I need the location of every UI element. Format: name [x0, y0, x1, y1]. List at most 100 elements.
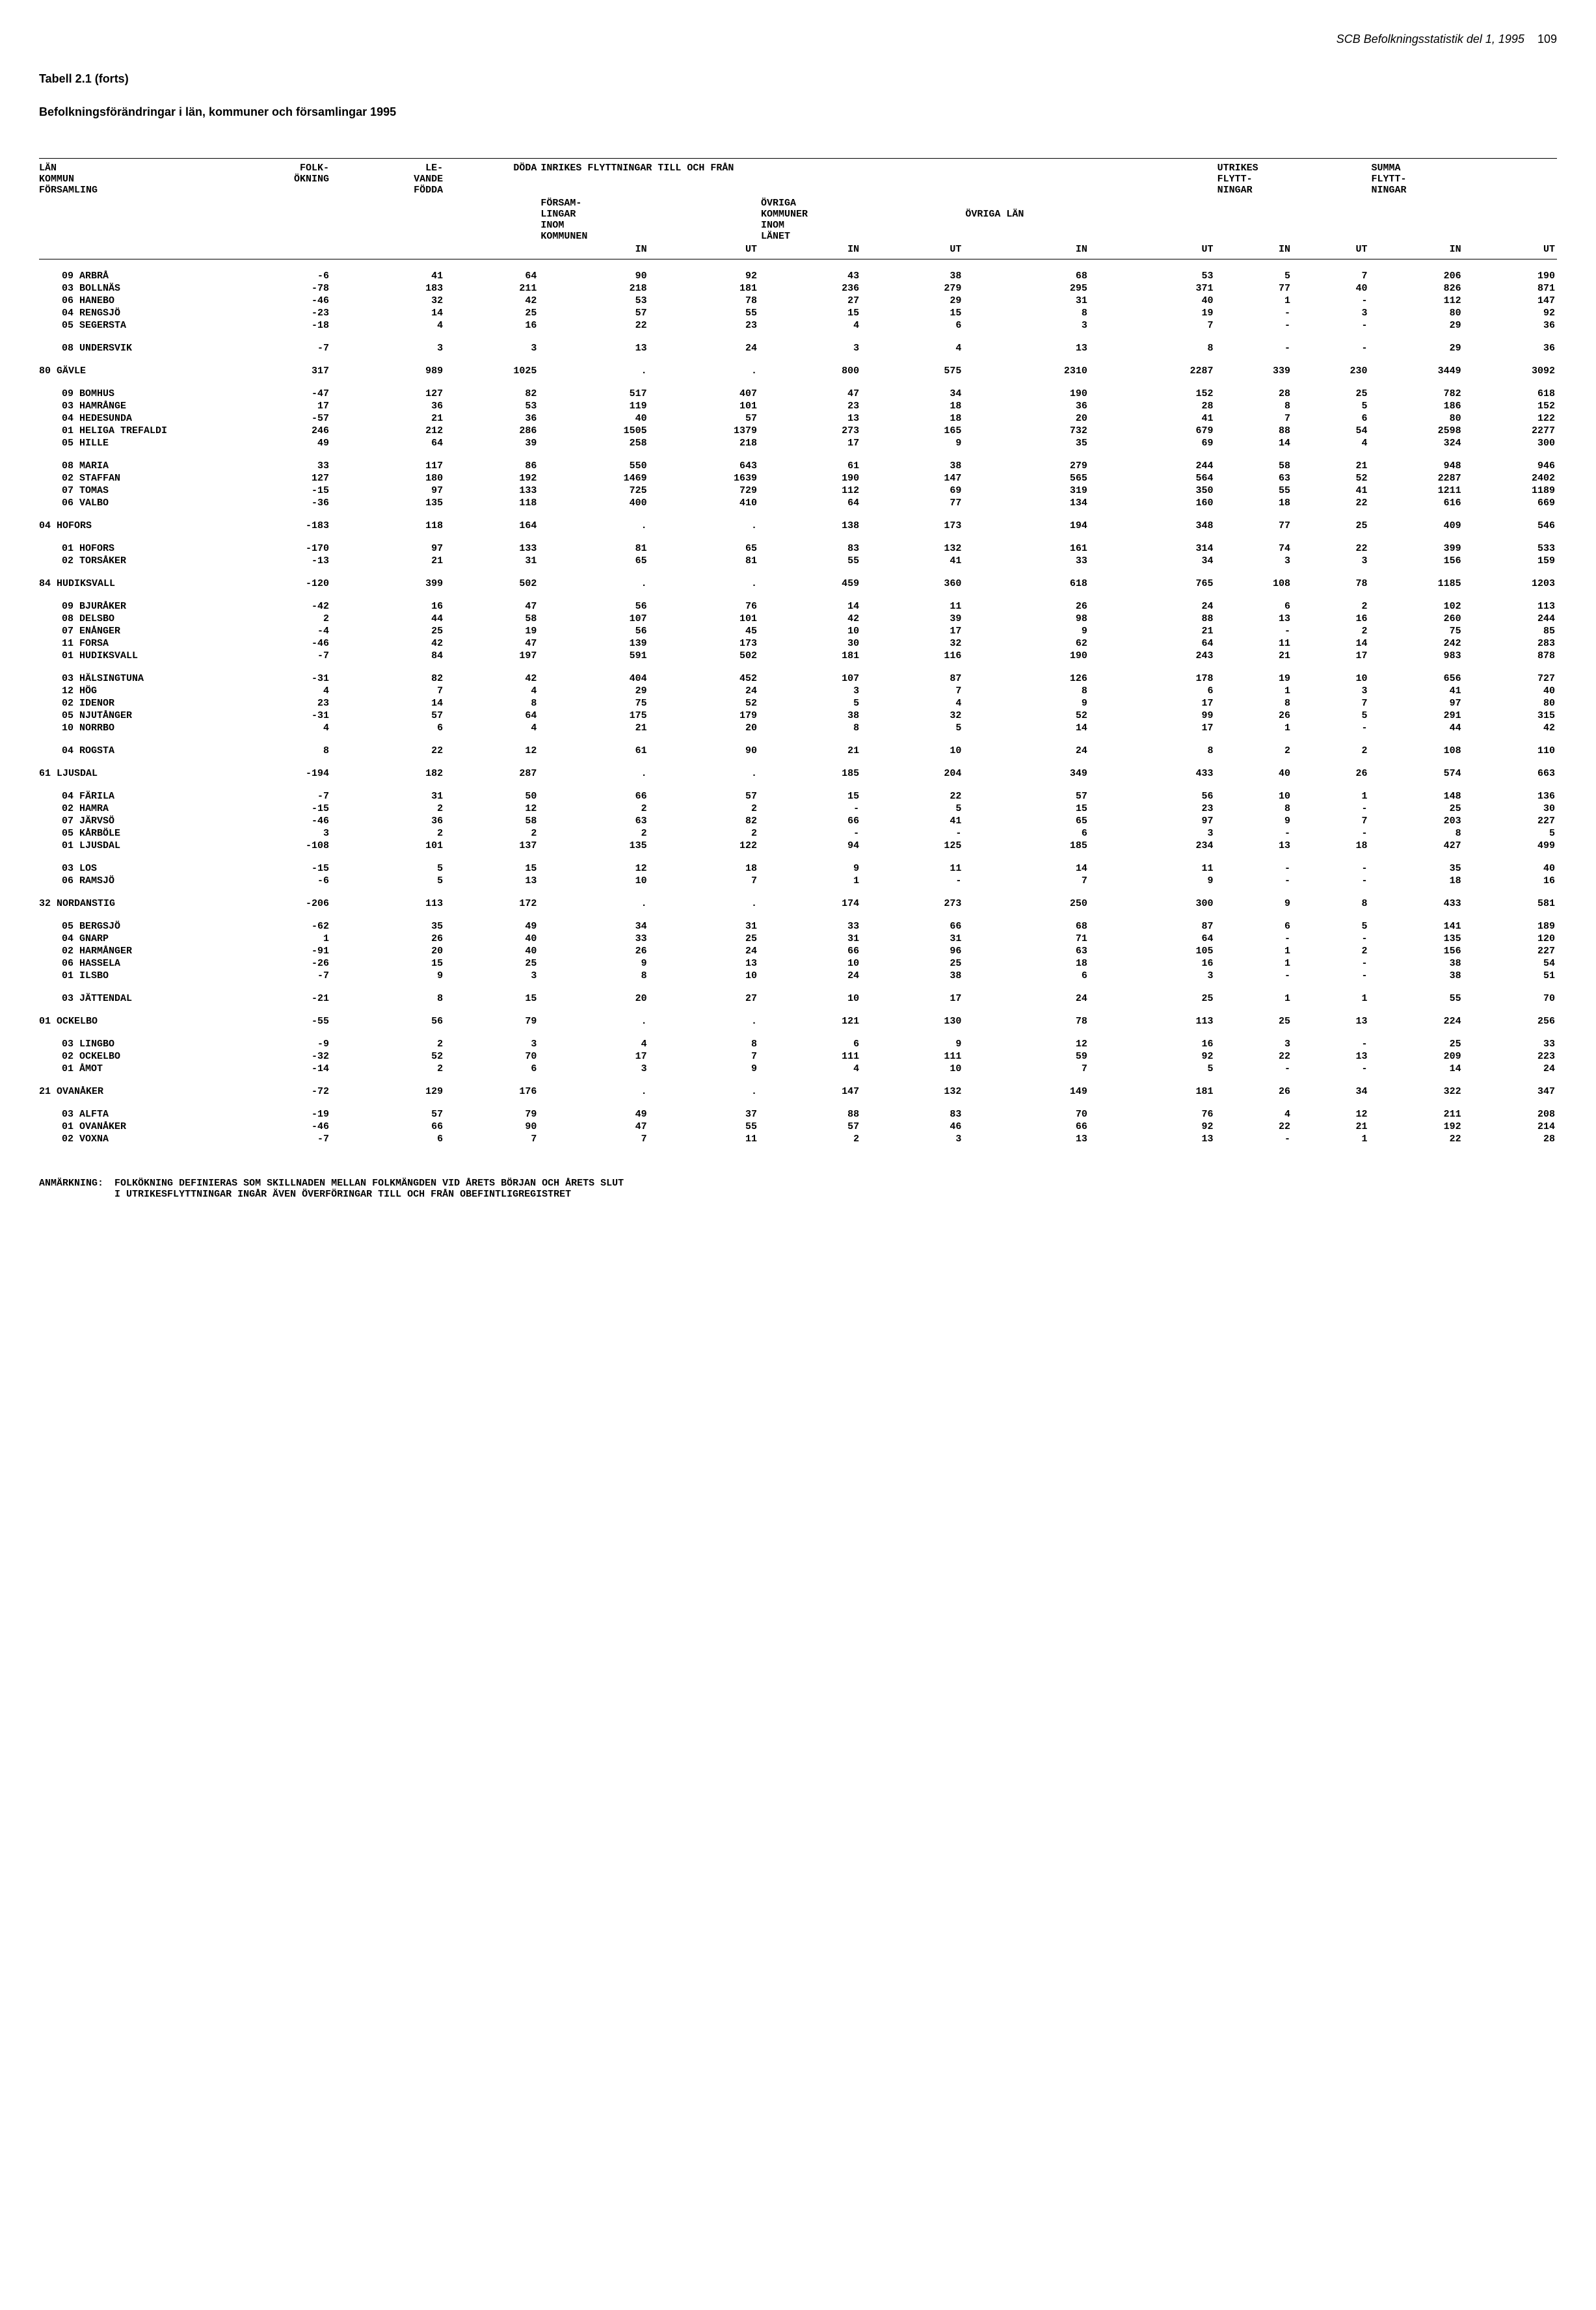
cell: 314	[1089, 542, 1216, 555]
cell: 45	[649, 625, 759, 637]
cell: 13	[649, 957, 759, 970]
cell: 66	[759, 945, 861, 957]
cell: 44	[331, 613, 445, 625]
cell: 58	[1216, 460, 1292, 472]
cell: 7	[331, 685, 445, 697]
cell: 256	[1463, 1015, 1557, 1028]
cell: 66	[963, 1121, 1089, 1133]
cell: 8	[963, 685, 1089, 697]
cell: 20	[331, 945, 445, 957]
table-row: 80 GÄVLE3179891025..80057523102287339230…	[39, 365, 1557, 377]
cell: 132	[861, 1085, 963, 1098]
cell: 134	[963, 497, 1089, 509]
cell: 2	[1292, 745, 1369, 757]
cell: 83	[759, 542, 861, 555]
row-label: 07 JÄRVSÖ	[39, 815, 197, 827]
cell: 4	[759, 319, 861, 332]
cell: 26	[963, 600, 1089, 613]
spacer-row	[39, 509, 1557, 520]
cell: 15	[759, 790, 861, 803]
cell: 192	[1369, 1121, 1463, 1133]
cell: 9	[331, 970, 445, 982]
table-row: 08 UNDERSVIK-733132434138--2936	[39, 342, 1557, 354]
cell: 29	[1369, 342, 1463, 354]
cell: 3	[445, 1038, 539, 1050]
row-label: 01 HELIGA TREFALDI	[39, 425, 197, 437]
cell: 2	[1292, 945, 1369, 957]
cell: 1	[1216, 945, 1292, 957]
cell: 10	[861, 1063, 963, 1075]
cell: 97	[331, 542, 445, 555]
cell: .	[649, 767, 759, 780]
cell: 36	[331, 815, 445, 827]
cell: .	[539, 365, 648, 377]
cell: 13	[445, 875, 539, 887]
row-label: 08 UNDERSVIK	[39, 342, 197, 354]
spacer-row	[39, 567, 1557, 578]
cell: .	[539, 897, 648, 910]
cell: 31	[963, 295, 1089, 307]
cell: 47	[445, 637, 539, 650]
table-row: 21 OVANÅKER-72129176..147132149181263432…	[39, 1085, 1557, 1098]
row-label: 08 DELSBO	[39, 613, 197, 625]
cell: 25	[1369, 803, 1463, 815]
cell: 427	[1369, 840, 1463, 852]
table-row: 01 LJUSDAL-10810113713512294125185234131…	[39, 840, 1557, 852]
cell: 38	[759, 710, 861, 722]
table-row: 04 HOFORS-183118164..1381731943487725409…	[39, 520, 1557, 532]
spacer-row	[39, 532, 1557, 542]
cell: 21	[331, 412, 445, 425]
cell: 7	[649, 1050, 759, 1063]
cell: 24	[1463, 1063, 1557, 1075]
cell: 15	[445, 992, 539, 1005]
cell: 208	[1463, 1108, 1557, 1121]
cell: 1639	[649, 472, 759, 485]
cell: 1	[1292, 790, 1369, 803]
cell: 165	[861, 425, 963, 437]
cell: 18	[1369, 875, 1463, 887]
cell: 1185	[1369, 578, 1463, 590]
cell: 55	[759, 555, 861, 567]
cell: .	[539, 520, 648, 532]
col-folkokning: FOLK- ÖKNING	[197, 159, 331, 244]
cell: 4	[539, 1038, 648, 1050]
cell: 11	[1216, 637, 1292, 650]
row-label: 04 FÄRILA	[39, 790, 197, 803]
cell: 76	[649, 600, 759, 613]
cell: 871	[1463, 282, 1557, 295]
cell: 14	[331, 697, 445, 710]
cell: .	[649, 1085, 759, 1098]
cell: 14	[963, 722, 1089, 734]
cell: 85	[1463, 625, 1557, 637]
cell: 36	[1463, 319, 1557, 332]
cell: 26	[1216, 1085, 1292, 1098]
cell: 92	[1463, 307, 1557, 319]
cell: 11	[649, 1133, 759, 1145]
cell: 101	[331, 840, 445, 852]
cell: 1	[759, 875, 861, 887]
cell: 12	[445, 803, 539, 815]
sub-ut-2: UT	[861, 243, 963, 259]
cell: 23	[649, 319, 759, 332]
cell: 38	[1369, 970, 1463, 982]
cell: 6	[1216, 600, 1292, 613]
cell: 90	[539, 270, 648, 282]
cell: 197	[445, 650, 539, 662]
cell: .	[539, 578, 648, 590]
cell: 97	[1089, 815, 1216, 827]
sub-in-3: IN	[963, 243, 1089, 259]
cell: -	[1216, 1063, 1292, 1075]
cell: 246	[197, 425, 331, 437]
cell: 190	[759, 472, 861, 485]
cell: 80	[1369, 412, 1463, 425]
cell: 1211	[1369, 485, 1463, 497]
cell: 173	[861, 520, 963, 532]
cell: 18	[963, 957, 1089, 970]
cell: 111	[861, 1050, 963, 1063]
cell: 1025	[445, 365, 539, 377]
cell: 2	[1216, 745, 1292, 757]
cell: 2	[331, 1038, 445, 1050]
cell: 132	[861, 542, 963, 555]
cell: 8	[1292, 897, 1369, 910]
cell: 533	[1463, 542, 1557, 555]
